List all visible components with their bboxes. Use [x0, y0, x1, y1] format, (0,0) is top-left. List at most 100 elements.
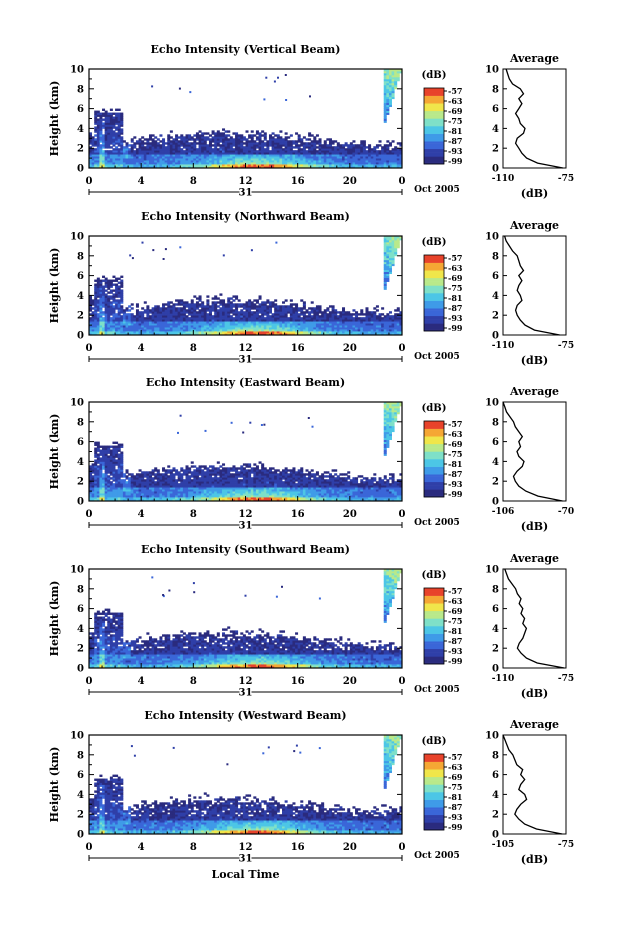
heatmap-cell	[237, 313, 241, 316]
heatmap-cell	[219, 319, 223, 322]
heatmap-cell	[276, 333, 280, 336]
heatmap-cell	[180, 162, 184, 165]
heatmap-cell	[388, 144, 392, 147]
heatmap-cell	[180, 313, 184, 316]
colorbar-segment	[424, 162, 444, 165]
heatmap-cell	[253, 160, 257, 163]
heatmap-cell	[214, 331, 218, 334]
heatmap-cell	[399, 166, 403, 169]
heatmap-cell	[167, 154, 171, 157]
heatmap-cell	[115, 499, 119, 502]
heatmap-cell	[188, 309, 192, 312]
colorbar-segment	[424, 327, 444, 330]
heatmap-cell	[370, 317, 374, 320]
heatmap-cell	[360, 140, 364, 143]
heatmap-cell	[214, 315, 218, 318]
heatmap-cell	[112, 162, 116, 165]
heatmap-cell	[151, 321, 155, 324]
heatmap-cell	[94, 305, 98, 308]
heatmap-cell	[120, 473, 124, 476]
heatmap-cell	[276, 156, 280, 159]
heatmap-cell	[313, 144, 317, 147]
heatmap-cell	[135, 499, 139, 502]
heatmap-cell	[310, 164, 314, 167]
heatmap-cell	[295, 160, 299, 163]
heatmap-cell	[169, 333, 173, 336]
heatmap-cell	[167, 305, 171, 308]
heatmap-cell	[305, 150, 309, 153]
heatmap-cell	[96, 455, 100, 458]
heatmap-cell	[141, 483, 145, 486]
heatmap-cell	[185, 483, 189, 486]
heatmap-cell	[89, 305, 93, 308]
heatmap-cell	[274, 150, 278, 153]
heatmap-cell	[399, 319, 403, 322]
heatmap-cell	[274, 160, 278, 163]
heatmap-cell	[164, 483, 168, 486]
heatmap-cell	[279, 327, 283, 330]
heatmap-cell	[245, 148, 249, 151]
heatmap-cell	[109, 453, 113, 456]
heatmap-cell	[276, 315, 280, 318]
heatmap-cell	[172, 321, 176, 324]
heatmap-cell	[318, 160, 322, 163]
heatmap-cell	[177, 331, 181, 334]
heatmap-cell	[216, 154, 220, 157]
heatmap-cell	[99, 319, 103, 322]
heatmap-cell	[104, 479, 108, 482]
heatmap-cell	[216, 329, 220, 332]
heatmap-cell	[193, 471, 197, 474]
heatmap-cell	[287, 331, 291, 334]
heatmap-cell	[242, 333, 246, 336]
heatmap-cell	[193, 162, 197, 165]
heatmap-cell	[96, 128, 100, 131]
heatmap-cell	[266, 154, 270, 157]
heatmap-cell	[224, 303, 228, 306]
heatmap-cell	[245, 313, 249, 316]
heatmap-cell	[292, 311, 296, 314]
heatmap-cell	[112, 158, 116, 161]
heatmap-cell	[334, 160, 338, 163]
heatmap-cell	[302, 150, 306, 153]
heatmap-cell	[253, 156, 257, 159]
heatmap-cell	[125, 142, 129, 145]
heatmap-cell	[201, 142, 205, 145]
heatmap-cell	[227, 301, 231, 304]
heatmap-cell	[193, 144, 197, 147]
heatmap-cell	[347, 154, 351, 157]
heatmap-cell	[321, 331, 325, 334]
heatmap-cell	[180, 160, 184, 163]
heatmap-cell	[115, 116, 119, 119]
heatmap-cell	[287, 327, 291, 330]
colorbar-segment	[424, 108, 444, 112]
heatmap-cell	[146, 329, 150, 332]
heatmap-cell	[394, 317, 398, 320]
heatmap-cell	[375, 333, 379, 336]
heatmap-cell	[313, 136, 317, 139]
heatmap-cell	[148, 479, 152, 482]
heatmap-cell	[193, 158, 197, 161]
heatmap-cell	[96, 283, 100, 286]
heatmap-cell	[386, 92, 390, 96]
heatmap-cell	[94, 156, 98, 159]
heatmap-cell	[102, 140, 106, 143]
heatmap-cell	[94, 120, 98, 123]
heatmap-cell	[146, 154, 150, 157]
heatmap-cell	[159, 323, 163, 326]
heatmap-cell	[162, 475, 166, 478]
heatmap-cell	[383, 267, 387, 271]
day-label-bg	[239, 187, 252, 197]
heatmap-cell	[206, 305, 210, 308]
heatmap-cell	[128, 319, 132, 322]
heatmap-cell	[352, 323, 356, 326]
heatmap-cell	[120, 301, 124, 304]
heatmap-cell	[242, 317, 246, 320]
heatmap-cell	[368, 144, 372, 147]
heatmap-cell	[399, 152, 403, 155]
heatmap-cell	[349, 148, 353, 151]
heatmap-cell	[323, 152, 327, 155]
heatmap-cell	[89, 136, 93, 139]
heatmap-cell	[182, 487, 186, 490]
heatmap-cell	[162, 467, 166, 470]
heatmap-cell	[383, 90, 387, 94]
